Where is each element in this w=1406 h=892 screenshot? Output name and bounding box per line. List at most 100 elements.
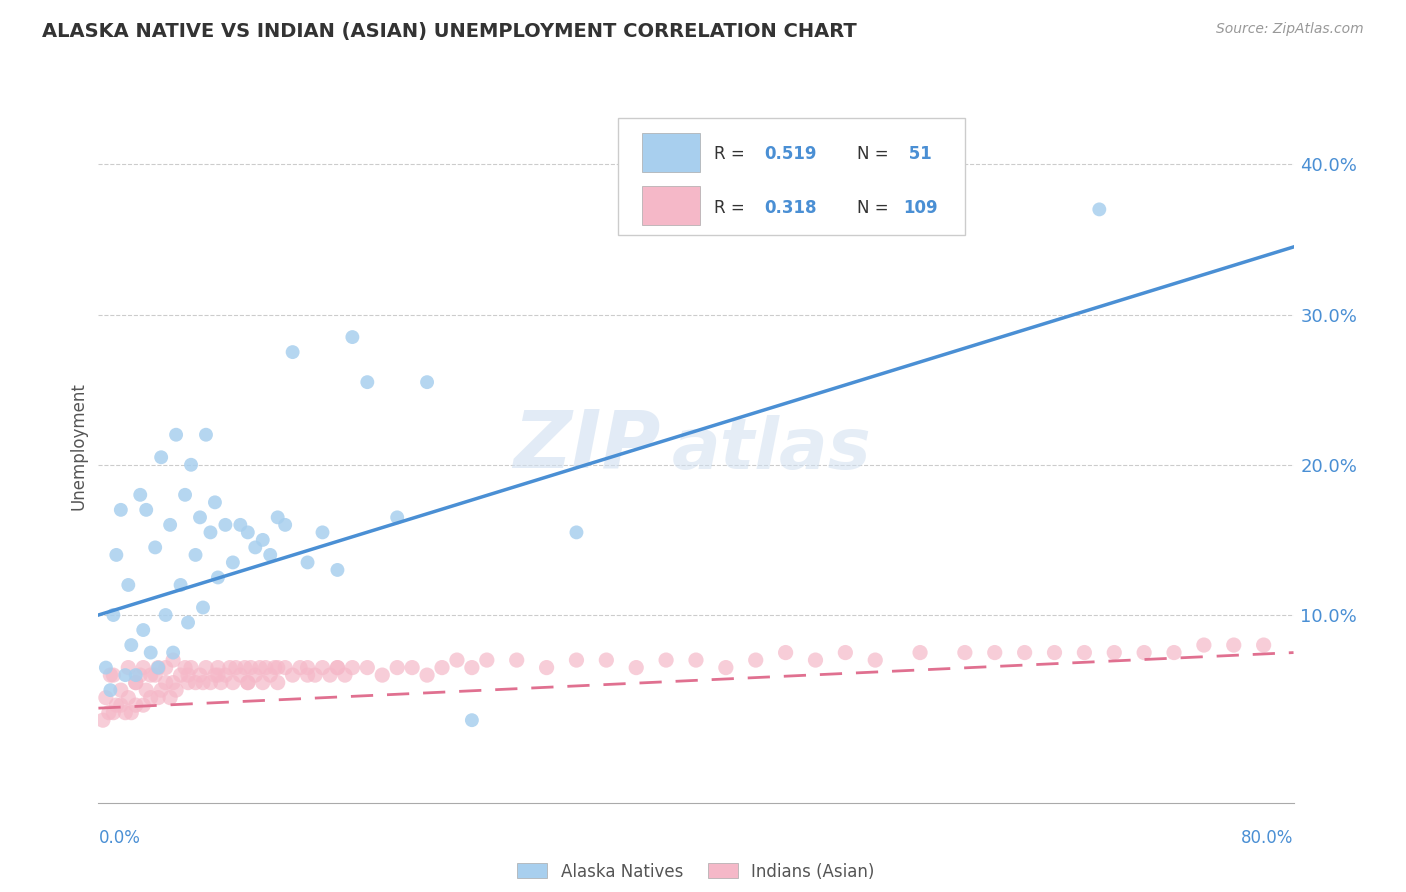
Point	[184, 548, 207, 562]
Point	[103, 668, 125, 682]
Point	[214, 517, 236, 532]
Point	[1043, 646, 1066, 660]
Point	[304, 668, 326, 682]
Point	[114, 706, 136, 720]
Point	[245, 541, 267, 555]
Point	[97, 706, 120, 720]
Point	[356, 375, 378, 389]
Point	[908, 646, 931, 660]
Point	[311, 525, 333, 540]
Point	[865, 653, 887, 667]
Point	[259, 548, 281, 562]
Text: 51: 51	[903, 145, 931, 163]
Point	[236, 675, 259, 690]
Legend: Alaska Natives, Indians (Asian): Alaska Natives, Indians (Asian)	[510, 856, 882, 888]
Point	[1073, 646, 1095, 660]
Point	[297, 556, 319, 570]
Point	[159, 690, 181, 705]
Point	[236, 675, 259, 690]
Point	[1104, 646, 1126, 660]
Point	[105, 698, 128, 713]
Point	[229, 668, 252, 682]
Point	[745, 653, 768, 667]
Point	[204, 495, 226, 509]
Point	[953, 646, 976, 660]
Point	[267, 660, 290, 674]
Point	[132, 698, 155, 713]
Point	[1253, 638, 1275, 652]
Point	[342, 660, 364, 674]
Text: R =: R =	[714, 145, 749, 163]
Point	[155, 675, 177, 690]
Point	[103, 706, 125, 720]
Point	[132, 660, 155, 674]
Point	[326, 660, 349, 674]
Point	[150, 683, 173, 698]
Point	[120, 706, 142, 720]
Point	[188, 510, 211, 524]
Point	[222, 675, 245, 690]
Point	[129, 488, 152, 502]
Point	[430, 660, 453, 674]
Point	[177, 675, 200, 690]
Point	[311, 660, 333, 674]
Point	[245, 668, 267, 682]
Point	[207, 570, 229, 584]
Point	[94, 660, 117, 674]
Point	[117, 660, 139, 674]
Point	[214, 668, 236, 682]
Text: ALASKA NATIVE VS INDIAN (ASIAN) UNEMPLOYMENT CORRELATION CHART: ALASKA NATIVE VS INDIAN (ASIAN) UNEMPLOY…	[42, 22, 856, 41]
Point	[219, 660, 242, 674]
Text: ZIP: ZIP	[513, 407, 661, 485]
Point	[125, 668, 148, 682]
Point	[233, 660, 256, 674]
Point	[207, 668, 229, 682]
Point	[1014, 646, 1036, 660]
Point	[356, 660, 378, 674]
Point	[263, 660, 285, 674]
Point	[159, 517, 181, 532]
Point	[209, 675, 232, 690]
Text: R =: R =	[714, 199, 749, 217]
Point	[461, 713, 484, 727]
Point	[475, 653, 498, 667]
Point	[371, 668, 394, 682]
Point	[105, 548, 128, 562]
Point	[162, 646, 184, 660]
Point	[110, 698, 132, 713]
Point	[174, 488, 197, 502]
Point	[655, 653, 678, 667]
Point	[165, 683, 187, 698]
Point	[249, 660, 271, 674]
Point	[229, 517, 252, 532]
Point	[319, 668, 342, 682]
Point	[155, 660, 177, 674]
Text: N =: N =	[858, 145, 894, 163]
Point	[200, 675, 222, 690]
Point	[252, 675, 274, 690]
Point	[1088, 202, 1111, 217]
Point	[155, 607, 177, 622]
Point	[281, 345, 304, 359]
Point	[125, 698, 148, 713]
Point	[834, 646, 856, 660]
Point	[135, 683, 157, 698]
Point	[1223, 638, 1246, 652]
FancyBboxPatch shape	[619, 118, 965, 235]
Point	[685, 653, 707, 667]
Point	[120, 638, 142, 652]
Point	[401, 660, 423, 674]
Point	[132, 623, 155, 637]
Point	[416, 375, 439, 389]
Point	[162, 653, 184, 667]
Point	[100, 668, 122, 682]
Point	[117, 690, 139, 705]
Point	[565, 653, 588, 667]
Point	[125, 675, 148, 690]
Text: N =: N =	[858, 199, 894, 217]
Bar	[643, 133, 700, 172]
Point	[177, 668, 200, 682]
Point	[117, 578, 139, 592]
Point	[222, 556, 245, 570]
Point	[252, 533, 274, 547]
